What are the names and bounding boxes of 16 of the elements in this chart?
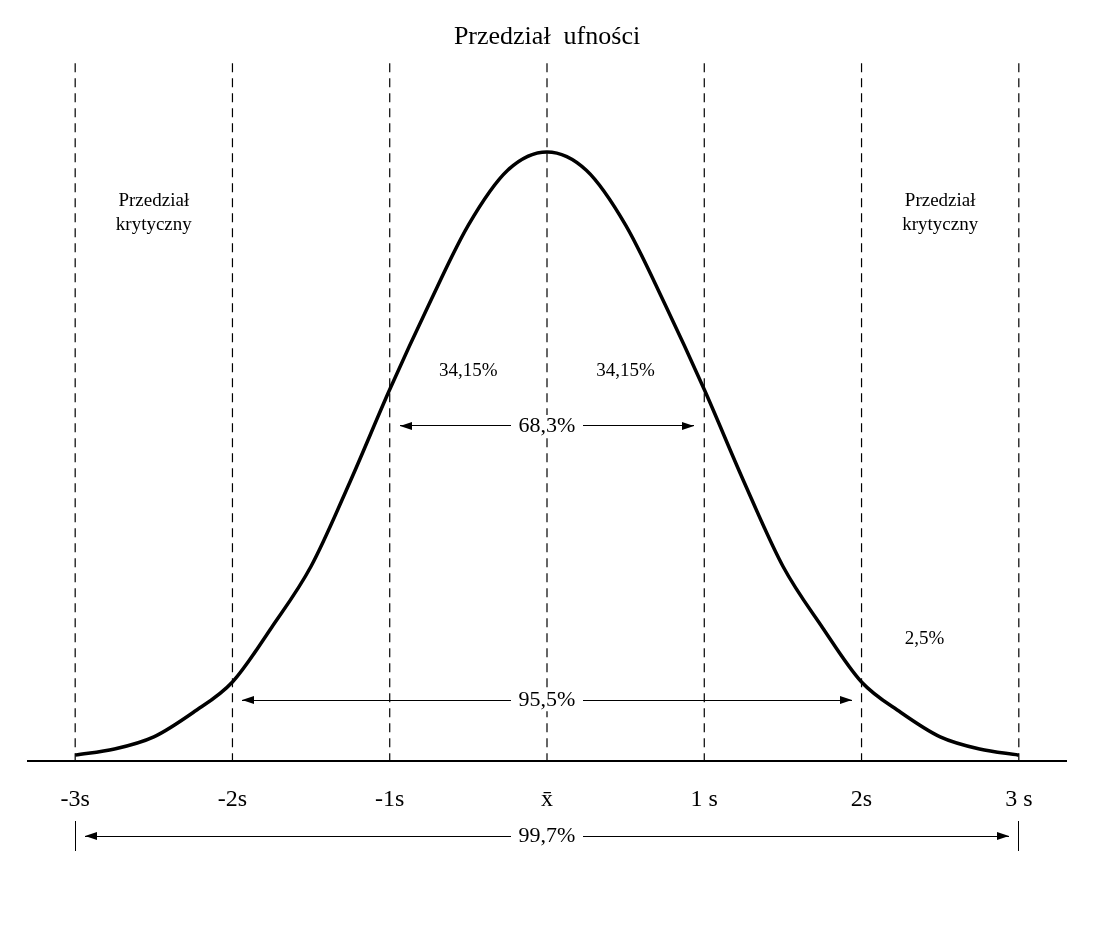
text: 99,7%: [518, 821, 576, 847]
annotation: Przedział krytyczny: [115, 188, 193, 234]
annotation: Przedział krytyczny: [902, 188, 979, 234]
x-tick-label: -1s: [375, 784, 405, 811]
x-tick-label: 3 s: [1005, 784, 1033, 811]
x-tick-label: -2s: [217, 784, 248, 811]
chart-title: Przedział ufności: [453, 21, 641, 51]
annotation: 34,15%: [596, 359, 656, 381]
annotation: 68,3%: [518, 411, 576, 437]
x-tick-label: 2s: [850, 784, 873, 811]
x-tick-label: -3s: [60, 784, 90, 811]
annotation: 2,5%: [904, 627, 945, 649]
x-tick-label: 1 s: [690, 784, 718, 811]
annotation: 34,15%: [439, 359, 498, 381]
x-tick-label: x̄: [541, 784, 553, 811]
annotation: 95,5%: [518, 686, 576, 712]
